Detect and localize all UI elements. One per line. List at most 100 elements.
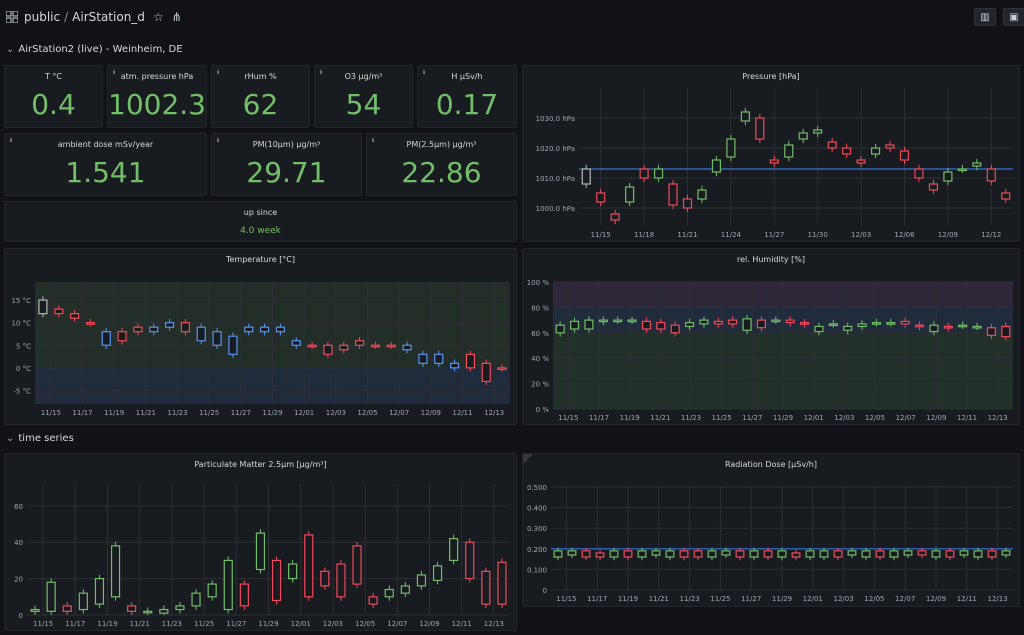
candle-body: [763, 550, 773, 558]
stat-value: 29.71: [246, 156, 327, 189]
add-panel-icon[interactable]: ▥: [974, 8, 996, 26]
candle-body: [856, 159, 866, 164]
x-tick-label: 12/06: [894, 231, 915, 239]
info-icon[interactable]: ℹ: [423, 69, 426, 76]
row-title-time-series[interactable]: ⌄ time series: [6, 433, 74, 444]
candle-body: [828, 323, 838, 327]
candle-body: [596, 192, 606, 203]
candle-body: [159, 608, 169, 614]
save-icon[interactable]: ▣: [1003, 8, 1024, 26]
x-tick-label: 11/17: [587, 595, 607, 603]
top-bar: public / AirStation_d ☆ ⋔: [0, 0, 1024, 34]
x-tick-label: 11/23: [162, 620, 182, 628]
pressure-chart: 1000.0 hPa 1010.0 hPa 1020.0 hPa 1030.0 hPa…: [536, 88, 1013, 239]
candle-body: [110, 545, 121, 598]
info-icon[interactable]: ℹ: [217, 69, 220, 76]
x-tick-label: 11/17: [72, 409, 92, 417]
y-tick-label: 1030.0 hPa: [536, 115, 575, 123]
candle-body: [870, 147, 881, 155]
x-tick-label: 12/03: [834, 414, 854, 422]
info-icon[interactable]: ℹ: [113, 69, 116, 76]
y-tick-label: 10 °C: [11, 320, 31, 328]
candle-body: [843, 325, 853, 331]
candle-body: [94, 578, 105, 605]
candle-body: [1001, 325, 1011, 338]
candle-body: [434, 353, 444, 364]
candle-body: [827, 141, 837, 149]
candle-body: [149, 326, 159, 333]
candle-body: [740, 111, 750, 122]
candle-body: [945, 550, 955, 558]
y-tick-label: 1010.0 hPa: [536, 175, 575, 183]
candle-body: [38, 299, 48, 315]
info-icon[interactable]: ℹ: [320, 69, 323, 76]
candle-body: [847, 550, 857, 556]
y-tick-label: 0: [543, 587, 547, 595]
share-icon[interactable]: ⋔: [171, 10, 182, 24]
star-icon[interactable]: ☆: [152, 10, 164, 24]
candle-body: [368, 596, 378, 605]
candle-body: [871, 322, 881, 325]
candle-body: [899, 150, 910, 161]
stat-panel-ozone: ℹ O3 µg/m³ 54: [314, 65, 413, 128]
stat-panel-radiation: ℹ H µSv/h 0.17: [417, 65, 517, 128]
chart-panel-pressure: Pressure [hPa] 1000.0 hPa 1010.0 hPa 1020.…: [522, 65, 1020, 242]
candle-body: [693, 550, 703, 558]
candle-body: [196, 326, 206, 342]
x-tick-label: 11/27: [764, 231, 784, 239]
breadcrumb-root[interactable]: public: [24, 10, 61, 24]
candle-body: [623, 550, 633, 558]
candle-body: [581, 550, 591, 558]
x-tick-label: 12/11: [957, 595, 977, 603]
info-icon[interactable]: ℹ: [10, 137, 13, 144]
stat-value: 0.17: [435, 88, 499, 121]
x-tick-label: 12/09: [421, 409, 441, 417]
x-tick-label: 12/05: [864, 595, 884, 603]
candle-body: [728, 319, 738, 325]
candle-body: [370, 344, 381, 348]
dashboard-title[interactable]: AirStation_d: [72, 10, 145, 24]
panel-title: rHum %: [244, 72, 277, 81]
chart-panel-radiation: Radiation Dose [µSv/h] 0 0.100 0.200 0.300 0…: [522, 453, 1020, 607]
candle-body: [800, 322, 810, 325]
candle-body: [914, 168, 924, 179]
grid-icon[interactable]: [6, 11, 18, 23]
candle-body: [986, 327, 996, 336]
x-tick-label: 12/09: [419, 620, 439, 628]
candle-body: [814, 325, 824, 333]
x-tick-label: 11/27: [742, 414, 762, 422]
candle-body: [986, 168, 996, 182]
candle-body: [613, 319, 623, 323]
candle-body: [987, 550, 997, 558]
x-tick-label: 12/07: [896, 414, 916, 422]
x-tick-label: 12/09: [926, 595, 946, 603]
stat-value: 1002.3: [108, 88, 206, 121]
candle-body: [771, 319, 781, 323]
row-title-station[interactable]: ⌄ AirStation2 (live) - Weinheim, DE: [6, 44, 183, 55]
candle-body: [400, 585, 410, 594]
x-tick-label: 11/19: [618, 595, 638, 603]
candle-body: [191, 592, 201, 607]
candle-body: [721, 550, 731, 556]
candle-body: [668, 183, 678, 206]
candle-body: [239, 583, 249, 607]
panel-title: up since: [243, 208, 278, 217]
stat-panel-pm25: ℹ PM(2.5µm) µg/m³ 22.86: [366, 133, 517, 196]
candle-body: [713, 320, 723, 325]
x-tick-label: 11/25: [194, 620, 214, 628]
x-tick-label: 11/29: [773, 414, 793, 422]
candle-body: [259, 326, 270, 333]
x-tick-label: 12/13: [484, 620, 504, 628]
candle-body: [931, 550, 941, 558]
x-tick-label: 11/17: [65, 620, 85, 628]
info-icon[interactable]: ℹ: [217, 137, 220, 144]
candle-body: [481, 362, 491, 383]
x-tick-label: 11/29: [258, 620, 278, 628]
y-tick-label: 100 %: [527, 279, 550, 287]
x-tick-label: 12/01: [804, 414, 824, 422]
stat-value: 1.541: [65, 156, 146, 189]
candle-body: [46, 581, 56, 612]
info-icon[interactable]: ℹ: [372, 137, 375, 144]
y-tick-label: 40 %: [531, 355, 549, 363]
candle-body: [958, 324, 968, 328]
